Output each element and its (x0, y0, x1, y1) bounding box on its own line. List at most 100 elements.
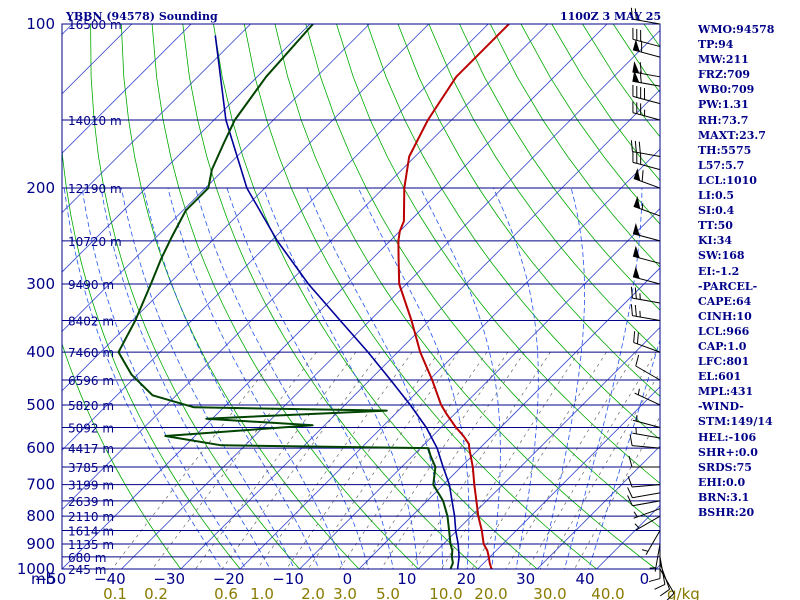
index-item: TH:5575 (698, 143, 752, 157)
mixing-ratio-tick-label: 3.0 (333, 585, 357, 600)
temperature-tick-label: −40 (94, 570, 126, 588)
wind-barb-staff (632, 484, 661, 488)
index-item: LCL:966 (698, 324, 750, 338)
mixing-ratio-tick-label: 40.0 (591, 585, 624, 600)
index-item: SRDS:75 (698, 460, 752, 474)
height-label: 5820 m (68, 399, 114, 413)
wind-barb-staff (659, 556, 666, 585)
height-label: 1135 m (68, 538, 114, 552)
plot-border (61, 23, 661, 570)
height-label: 7460 m (68, 346, 114, 360)
index-item: RH:73.7 (698, 113, 749, 127)
wind-barb-full (648, 578, 661, 583)
dry-adiabat-line (489, 24, 660, 268)
isotherm-line (62, 24, 311, 273)
index-item: SW:168 (698, 249, 745, 263)
wind-barb-flag (632, 39, 640, 52)
wind-barb (632, 427, 661, 439)
moist-adiabat-line (263, 187, 419, 569)
wind-barb (630, 304, 661, 322)
index-item: SI:0.4 (698, 204, 735, 218)
wind-barb (633, 168, 661, 189)
wind-barb-staff (632, 419, 661, 428)
pressure-tick-label: 800 (26, 507, 55, 525)
wind-barb-staff (632, 315, 661, 322)
moist-adiabat-line (81, 188, 247, 569)
wind-barb-half (641, 549, 649, 552)
index-item: TT:50 (698, 219, 733, 233)
wind-barb-staff (632, 233, 661, 242)
wind-barb-staff (632, 18, 661, 25)
wind-barb-staff (632, 71, 661, 78)
dry-adiabat-line (428, 24, 660, 354)
moist-adiabat-line (564, 188, 643, 569)
index-item: WMO:94578 (698, 23, 775, 36)
wind-barb-flag (632, 245, 640, 259)
wind-barb (634, 388, 661, 406)
mixing-ratio-line (339, 351, 488, 569)
wind-barb (632, 415, 661, 428)
wind-barb-full (634, 140, 637, 153)
index-item: STM:149/14 (698, 415, 773, 429)
wind-barb (632, 150, 661, 171)
height-label: 680 m (68, 551, 106, 565)
mixing-ratio-line (380, 351, 525, 569)
isotherm-line (62, 24, 430, 392)
wind-barb (630, 140, 661, 157)
wind-barb-staff (632, 297, 661, 304)
index-item: LI:0.5 (698, 189, 735, 203)
wind-barb (632, 223, 661, 242)
wind-barb-flag (632, 61, 640, 74)
wind-barb-staff (634, 392, 661, 406)
chart-time: 1100Z 3 MAY 25 (560, 10, 661, 23)
index-item: -PARCEL- (698, 279, 758, 293)
pressure-tick-label: 900 (26, 535, 55, 553)
mixing-ratio-unit-label: g/kg (667, 585, 700, 600)
isotherm-line (536, 445, 660, 569)
height-label: 4417 m (68, 442, 114, 456)
wind-barb-full (630, 7, 633, 20)
wind-barb-half (637, 388, 640, 395)
wind-barb-full (627, 476, 633, 488)
height-label: 6596 m (68, 374, 114, 388)
pressure-tick-label: 700 (26, 476, 55, 494)
wind-barb (635, 354, 661, 381)
mixing-ratio-tick-label: 5.0 (376, 585, 400, 600)
wind-barb (632, 70, 661, 87)
wind-barb-full (627, 487, 633, 498)
index-item: EHI:0.0 (698, 475, 746, 489)
wind-barb (627, 487, 661, 499)
height-label: 3785 m (68, 461, 114, 475)
temperature-tick-label: 0 (640, 570, 650, 588)
wind-barb-staff (645, 530, 661, 556)
wind-barb (628, 455, 660, 468)
wind-barb-full (636, 332, 639, 344)
wind-barb-full (634, 8, 637, 20)
dry-adiabat-line (62, 145, 241, 569)
height-label: 10720 m (68, 235, 122, 249)
wind-barb (632, 101, 661, 121)
temperature-tick-label: 10 (397, 570, 416, 588)
wind-barb-full (630, 286, 633, 299)
wind-barb (630, 286, 661, 304)
chart-title: YBBN (94578) Sounding (65, 10, 218, 23)
wind-barb (633, 331, 661, 353)
index-item: CINH:10 (698, 309, 752, 323)
mixing-ratio-tick-label: 0.2 (144, 585, 168, 600)
isotherm-line (418, 326, 660, 569)
wind-barb-staff (632, 492, 661, 499)
wind-barb-full (654, 583, 666, 590)
height-label: 245 m (68, 563, 106, 577)
mixing-ratio-line (307, 351, 459, 569)
wind-barb-half (641, 203, 644, 210)
wind-barbs (627, 7, 675, 600)
pressure-tick-label: 400 (26, 343, 55, 361)
wind-barb-flag (632, 70, 640, 83)
wind-barb-staff (632, 161, 661, 171)
wind-barb-staff (632, 38, 661, 48)
wind-barb-staff (635, 515, 661, 531)
index-item: KI:34 (698, 234, 733, 248)
dry-adiabat-line (182, 24, 479, 569)
index-item: EL:601 (698, 370, 742, 384)
